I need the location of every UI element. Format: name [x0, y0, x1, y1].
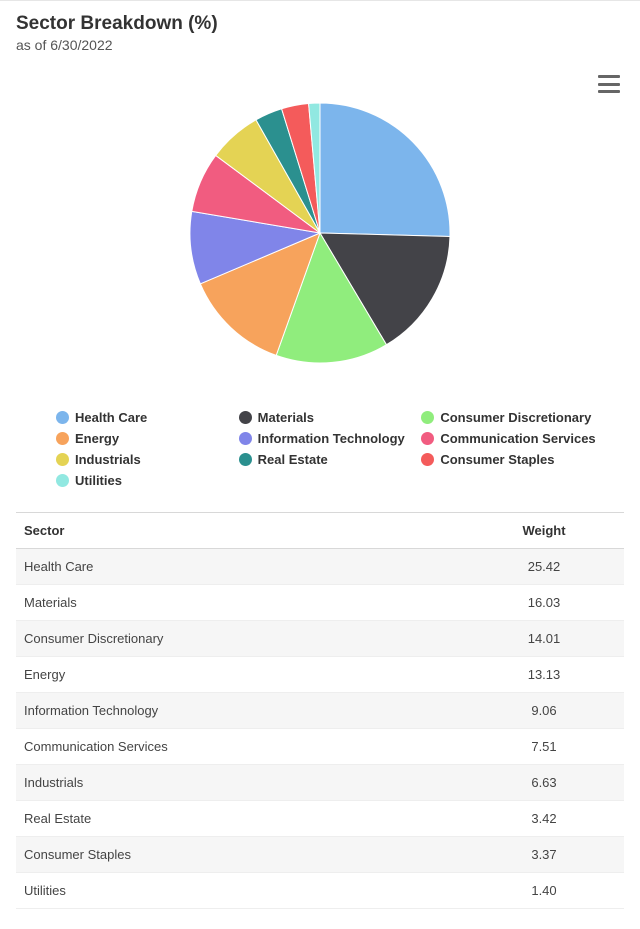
table-row: Energy13.13: [16, 657, 624, 693]
legend-label: Energy: [75, 431, 119, 446]
legend-label: Information Technology: [258, 431, 405, 446]
table-row: Consumer Staples3.37: [16, 837, 624, 873]
cell-weight: 14.01: [464, 621, 624, 657]
table-row: Utilities1.40: [16, 873, 624, 909]
legend-item[interactable]: Energy: [56, 429, 239, 448]
legend-label: Consumer Staples: [440, 452, 554, 467]
legend-swatch: [239, 453, 252, 466]
legend-swatch: [56, 474, 69, 487]
legend-swatch: [56, 432, 69, 445]
cell-sector: Utilities: [16, 873, 464, 909]
cell-weight: 1.40: [464, 873, 624, 909]
cell-sector: Materials: [16, 585, 464, 621]
table-header-sector: Sector: [16, 513, 464, 549]
legend-item[interactable]: Consumer Discretionary: [421, 408, 604, 427]
legend-swatch: [421, 411, 434, 424]
cell-sector: Health Care: [16, 549, 464, 585]
pie-slice[interactable]: [320, 103, 450, 236]
table-row: Communication Services7.51: [16, 729, 624, 765]
table-row: Health Care25.42: [16, 549, 624, 585]
legend-item[interactable]: Real Estate: [239, 450, 422, 469]
pie-chart-wrap: [16, 63, 624, 404]
legend-label: Health Care: [75, 410, 147, 425]
legend-item[interactable]: Materials: [239, 408, 422, 427]
legend-label: Communication Services: [440, 431, 595, 446]
legend-swatch: [421, 453, 434, 466]
legend-swatch: [56, 411, 69, 424]
cell-weight: 6.63: [464, 765, 624, 801]
legend-label: Industrials: [75, 452, 141, 467]
cell-sector: Communication Services: [16, 729, 464, 765]
legend-swatch: [239, 432, 252, 445]
cell-weight: 7.51: [464, 729, 624, 765]
table-row: Consumer Discretionary14.01: [16, 621, 624, 657]
legend-label: Real Estate: [258, 452, 328, 467]
panel-title: Sector Breakdown (%): [16, 13, 624, 35]
sector-breakdown-panel: Sector Breakdown (%) as of 6/30/2022 Hea…: [0, 0, 640, 929]
table-header-weight: Weight: [464, 513, 624, 549]
cell-sector: Industrials: [16, 765, 464, 801]
legend-swatch: [421, 432, 434, 445]
legend-item[interactable]: Communication Services: [421, 429, 604, 448]
legend-swatch: [239, 411, 252, 424]
cell-weight: 3.37: [464, 837, 624, 873]
chart-area: Health Care Materials Consumer Discretiona…: [16, 63, 624, 506]
legend-item[interactable]: Information Technology: [239, 429, 422, 448]
pie-chart: [20, 83, 620, 383]
legend-item[interactable]: Consumer Staples: [421, 450, 604, 469]
table-row: Information Technology9.06: [16, 693, 624, 729]
legend-label: Utilities: [75, 473, 122, 488]
table-row: Materials16.03: [16, 585, 624, 621]
cell-sector: Information Technology: [16, 693, 464, 729]
cell-weight: 16.03: [464, 585, 624, 621]
cell-weight: 3.42: [464, 801, 624, 837]
legend-item[interactable]: Industrials: [56, 450, 239, 469]
cell-sector: Consumer Staples: [16, 837, 464, 873]
table-row: Real Estate3.42: [16, 801, 624, 837]
panel-subtitle: as of 6/30/2022: [16, 37, 624, 53]
sector-table: Sector Weight Health Care25.42Materials1…: [16, 512, 624, 909]
legend-label: Materials: [258, 410, 314, 425]
cell-weight: 9.06: [464, 693, 624, 729]
legend-swatch: [56, 453, 69, 466]
panel-header: Sector Breakdown (%) as of 6/30/2022: [16, 1, 624, 53]
cell-weight: 25.42: [464, 549, 624, 585]
legend-item[interactable]: Utilities: [56, 471, 239, 490]
chart-menu-icon[interactable]: [598, 75, 620, 93]
chart-legend: Health Care Materials Consumer Discretiona…: [16, 404, 624, 506]
cell-sector: Real Estate: [16, 801, 464, 837]
cell-sector: Energy: [16, 657, 464, 693]
legend-item[interactable]: Health Care: [56, 408, 239, 427]
legend-label: Consumer Discretionary: [440, 410, 591, 425]
cell-sector: Consumer Discretionary: [16, 621, 464, 657]
cell-weight: 13.13: [464, 657, 624, 693]
table-row: Industrials6.63: [16, 765, 624, 801]
